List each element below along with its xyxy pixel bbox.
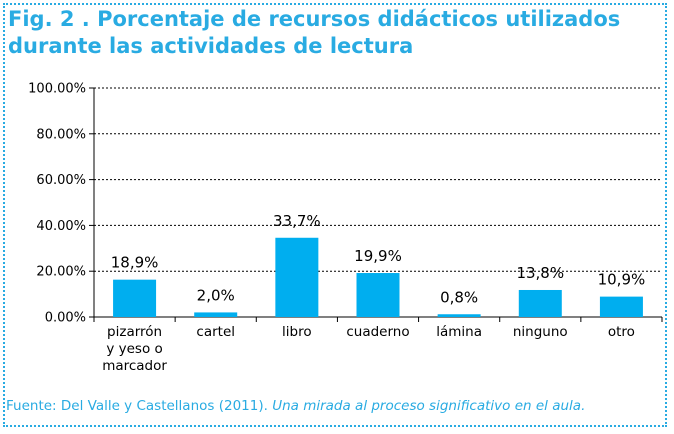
gridlines [94,87,662,272]
y-tick-label: 40.00% [36,219,86,234]
y-tick-label: 60.00% [36,173,86,188]
bar [356,273,400,317]
x-tick-label: cartel [196,324,235,340]
data-label: 10,9% [598,271,646,289]
source-italic: Una mirada al proceso significativo en e… [272,398,586,414]
x-tick-label: libro [282,324,312,340]
y-tick-label: 100.00% [28,82,86,97]
x-tick-label: otro [608,324,635,340]
bar [437,314,481,317]
source-plain: Fuente: Del Valle y Castellanos (2011). [6,398,273,414]
data-label: 2,0% [197,286,235,304]
source-note: Fuente: Del Valle y Castellanos (2011). … [6,398,668,414]
bar [194,312,238,317]
data-label: 13,8% [516,264,564,282]
chart-title-line-1: Fig. 2 . Porcentaje de recursos didáctic… [8,7,621,31]
data-label: 19,9% [354,247,402,265]
chart-title-line-2: durante las actividades de lectura [8,34,414,58]
y-tick-label: 20.00% [36,265,86,280]
x-tick-label: pizarrón [107,324,162,340]
y-tick-label: 0.00% [45,311,86,326]
data-labels: 18,9% 2,0% 33,7% 19,9% 0,8% 13,8% 10,9% [111,212,646,306]
data-label: 33,7% [273,212,321,230]
bar [113,279,157,317]
y-tick-label: 80.00% [36,127,86,142]
bar [599,296,643,317]
bar [275,237,319,317]
x-tick-label: y yeso o [106,341,162,357]
bar [518,289,562,317]
x-tick-label: cuaderno [346,324,409,340]
x-tick-label: ninguno [513,324,568,340]
tick-labels: 0.00% 20.00% 40.00% 60.00% 80.00% 100.00% piza… [28,82,635,375]
x-tick-label: lámina [436,324,482,340]
figure-frame [3,3,667,427]
x-tick-label: marcador [102,358,167,374]
bars [113,237,643,317]
chart-title: Fig. 2 . Porcentaje de recursos didáctic… [8,6,658,60]
data-label: 0,8% [440,288,478,306]
data-label: 18,9% [111,254,159,272]
